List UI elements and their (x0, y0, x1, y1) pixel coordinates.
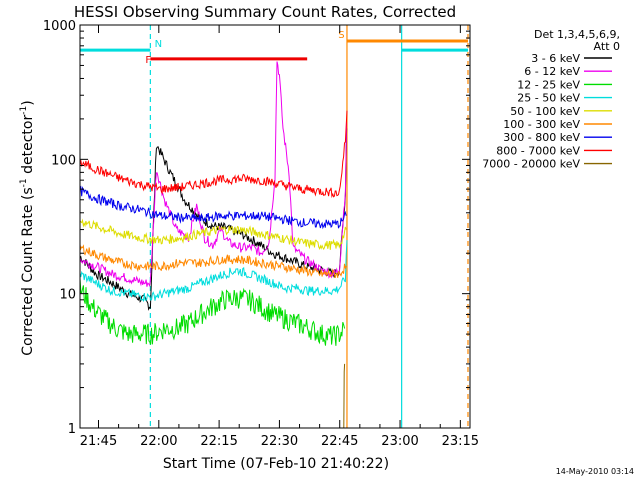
legend-header-detectors: Det 1,3,4,5,6,9, (534, 28, 620, 41)
flag-label: N (155, 39, 162, 50)
legend-label: 800 - 7000 keV (496, 144, 580, 157)
x-axis-label: Start Time (07-Feb-10 21:40:22) (163, 456, 389, 472)
y-axis-label-sup1: -1 (19, 178, 29, 187)
series-line (343, 363, 346, 429)
y-axis-label: Corrected Count Rate (s-1 detector-1) (19, 100, 36, 355)
flag-label: S (338, 30, 344, 41)
x-axis: 21:45 22:00 22:15 22:30 22:45 23:00 23:15 (80, 25, 479, 449)
plot-frame (79, 24, 471, 429)
legend-label: 300 - 800 keV (503, 131, 580, 144)
y-tick-label: 1000 (43, 19, 76, 34)
series-line (79, 240, 348, 303)
legend-label: 100 - 300 keV (503, 118, 580, 131)
x-tick-label: 23:00 (381, 434, 418, 449)
flag-label: F (145, 55, 151, 66)
legend-label: 25 - 50 keV (517, 92, 580, 105)
legend-label: 12 - 25 keV (517, 78, 580, 91)
y-axis-label-sup2: -1 (19, 106, 29, 115)
y-tick-label: 10 (59, 288, 76, 303)
series-line (79, 244, 347, 279)
series-line (79, 61, 348, 288)
y-tick-label: 100 (51, 153, 76, 168)
y-axis-label-mid: detector (20, 115, 36, 179)
x-tick-label: 22:15 (200, 434, 237, 449)
x-tick-label: 23:15 (442, 434, 479, 449)
date-stamp: 14-May-2010 03:14 (556, 467, 634, 476)
series-line (79, 218, 347, 251)
chart-title: HESSI Observing Summary Count Rates, Cor… (74, 3, 456, 21)
y-axis: 1 10 100 1000 (43, 19, 470, 437)
legend-label: 50 - 100 keV (510, 105, 580, 118)
x-tick-label: 22:45 (321, 434, 358, 449)
x-tick-label: 22:30 (261, 434, 298, 449)
series-line (79, 110, 348, 199)
legend-label: 3 - 6 keV (531, 52, 580, 65)
legend-label: 6 - 12 keV (524, 65, 580, 78)
x-tick-label: 21:45 (80, 434, 117, 449)
y-axis-label-main: Corrected Count Rate (s (20, 187, 36, 355)
y-tick-label: 1 (68, 422, 76, 437)
y-axis-label-end: ) (20, 100, 36, 105)
plot-area: NF S (79, 25, 469, 429)
x-tick-label: 22:00 (140, 434, 177, 449)
series-line (79, 185, 347, 230)
legend-header-attenuator: Att 0 (594, 40, 620, 53)
series-line (79, 278, 346, 346)
legend-label: 7000 - 20000 keV (482, 158, 580, 171)
